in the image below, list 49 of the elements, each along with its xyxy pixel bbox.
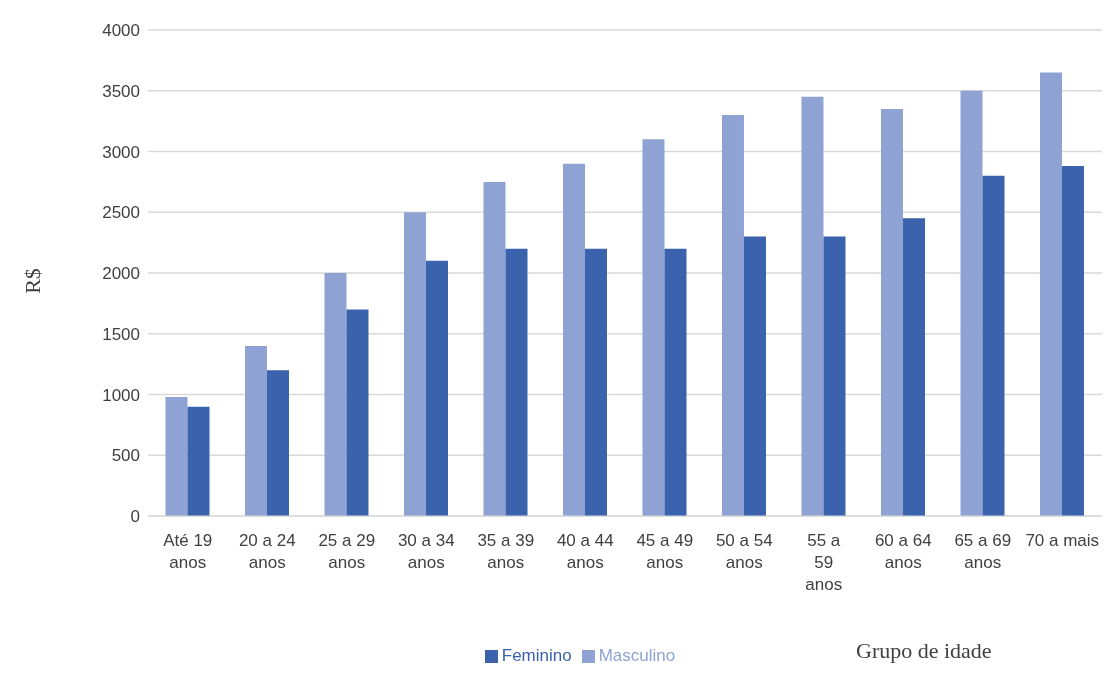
bar [743,236,766,516]
x-tick-label: 25 a 29 anos [318,531,376,572]
bar [187,406,210,516]
legend-label: Masculino [598,646,676,665]
bar [982,175,1005,516]
y-tick-label: 4000 [102,21,140,41]
bar [1061,166,1084,516]
bar [244,345,267,516]
bar [562,163,585,516]
bar [403,212,426,516]
x-tick-label: 40 a 44 anos [556,531,614,572]
x-tick-label: 55 a 59 anos [805,531,843,594]
x-tick-label: 30 a 34 anos [397,531,455,572]
bar [960,90,983,516]
bar [902,218,925,516]
y-axis-title: R$ [19,268,46,294]
bar [425,260,448,516]
bar [721,115,744,516]
bar [165,396,188,516]
bar [880,108,903,516]
legend-label: Feminino [501,646,572,665]
bar [483,181,506,516]
y-tick-label: 3500 [102,81,140,101]
x-tick-label: 60 a 64 anos [874,531,932,572]
bar [664,248,687,516]
bar [324,273,347,516]
y-tick-label: 3000 [102,142,140,162]
x-tick-label: 35 a 39 anos [477,531,535,572]
x-tick-label: 65 a 69 anos [954,531,1012,572]
bar [346,309,369,516]
x-axis-title: Grupo de idade [856,638,992,664]
y-tick-label: 500 [111,446,140,466]
bar [266,370,289,516]
bar [823,236,846,516]
bar [1039,72,1062,516]
x-tick-label: 70 a mais [1025,531,1100,550]
y-tick-label: 2000 [102,264,140,284]
y-tick-label: 1000 [102,385,140,405]
y-tick-label: 2500 [102,203,140,223]
x-tick-label: 45 a 49 anos [636,531,694,572]
y-tick-label: 1500 [102,324,140,344]
y-tick-label: 0 [130,507,140,527]
bar [642,139,665,516]
bar [584,248,607,516]
x-tick-label: 50 a 54 anos [715,531,773,572]
bar [505,248,528,516]
x-tick-label: Até 19 anos [163,531,213,572]
bar [801,96,824,516]
x-tick-label: 20 a 24 anos [238,531,296,572]
